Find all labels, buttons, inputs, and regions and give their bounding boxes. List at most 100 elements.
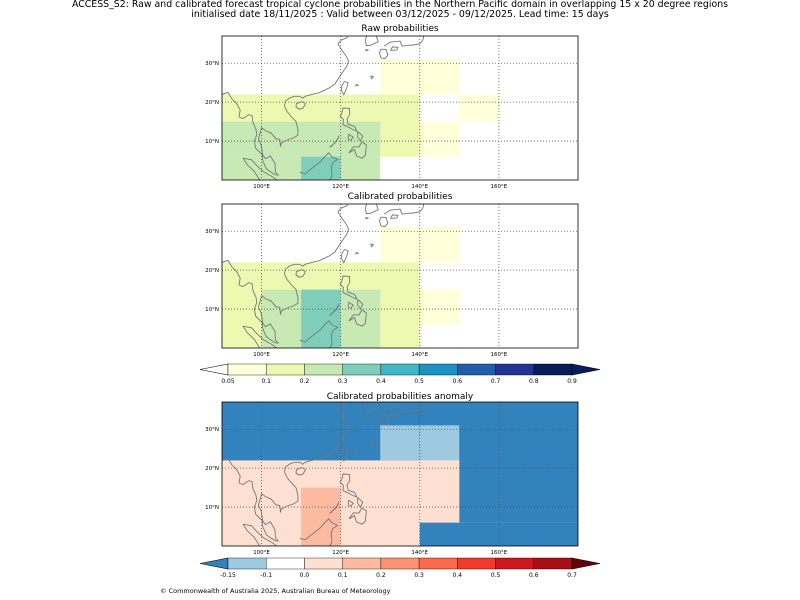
calibrated-lon-tick-label: 140°E [411,352,428,358]
raw-lon-tick-label: 100°E [253,184,270,190]
probability-colorbar-segment [342,363,382,376]
calibrated-coastline [222,204,379,344]
calibrated-coastline [378,216,389,228]
calibrated-coastline [364,217,370,220]
raw-coastline [370,75,375,80]
anomaly-coastline [341,447,349,462]
anomaly-colorbar-tick-label: 0.2 [376,572,386,579]
raw-coastline [299,152,339,180]
probability-colorbar-tick-label: 0.2 [300,378,310,385]
raw-coastline [364,49,370,52]
anomaly-coastline [347,499,354,507]
probability-colorbar-tick-label: 0.5 [414,378,424,385]
probability-colorbar-tick-label: 0.8 [529,378,539,385]
raw-probability-cell [222,121,381,157]
anomaly-colorbar: -0.15 -0.1 0.0 0.1 0.2 0.3 0.4 0.5 0.6 0.7 [199,557,601,579]
calibrated-lon-tick-label: 100°E [253,352,270,358]
raw-probability-cell [459,94,499,122]
probability-colorbar-segment [266,363,305,376]
calibrated-probability-cell [301,289,341,348]
anomaly-coastline [242,523,260,546]
anomaly-lon-tick-label: 120°E [332,550,349,556]
calibrated-probability-cell [222,289,262,348]
calibrated-coastline [299,320,339,348]
raw-probability-cell [301,156,341,180]
probability-colorbar-segment [533,363,573,376]
probability-colorbar: 0.05 0.1 0.2 0.3 0.4 0.5 0.6 0.7 0.8 0.9 [199,363,601,385]
calibrated-coastline [370,243,375,248]
calibrated-coastline [329,303,340,316]
calibrated-lon-tick-label: 160°E [491,352,508,358]
anomaly-colorbar-over-triangle [571,557,601,570]
raw-coastline [383,36,425,47]
anomaly-probability-cell [459,425,578,523]
anomaly-coastline [383,402,425,413]
calibrated-coastline [347,301,354,309]
anomaly-coastline [378,414,389,426]
anomaly-map-panel: 100°E 120°E 140°E 160°E 30°N 20°N 10°N [205,401,579,556]
raw-coastline [242,157,260,180]
anomaly-probability-cell [340,487,381,546]
anomaly-lon-tick-label: 140°E [411,550,428,556]
calibrated-panel-title: Calibrated probabilities [347,192,453,202]
anomaly-lon-tick-label: 100°E [253,550,270,556]
anomaly-colorbar-tick-label: -0.15 [220,572,236,579]
calibrated-map-content [222,204,578,348]
calibrated-probability-cell [340,289,381,348]
raw-coastline [222,36,379,176]
probability-colorbar-tick-label: 0.05 [221,378,235,385]
anomaly-map-content [222,402,578,546]
calibrated-lon-tick-label: 120°E [332,352,349,358]
probability-colorbar-tick-label: 0.3 [338,378,348,385]
anomaly-colorbar-segment [495,557,534,570]
anomaly-coastline [299,518,339,546]
raw-map-content [222,36,578,180]
raw-probability-cell [222,94,420,122]
anomaly-colorbar-segment [342,557,382,570]
calibrated-map-panel: 100°E 120°E 140°E 160°E 30°N 20°N 10°N [205,203,579,358]
raw-map-panel: 100°E 120°E 140°E 160°E 30°N 20°N 10°N [205,35,579,190]
calibrated-coastline [383,204,425,215]
anomaly-lat-tick-label: 20°N [205,466,219,472]
calibrated-probability-cell [261,289,302,348]
raw-lon-tick-label: 160°E [491,184,508,190]
raw-coastline [295,101,307,110]
anomaly-colorbar-segment [418,557,458,570]
anomaly-lat-tick-label: 10°N [205,505,219,511]
raw-coastline [242,157,277,180]
raw-coastline [348,141,367,159]
raw-coastline [378,48,389,60]
probability-colorbar-segment [304,363,343,376]
calibrated-coastline [295,269,307,278]
figure-title-line-1: ACCESS_S2: Raw and calibrated forecast t… [71,0,729,10]
calibrated-lat-tick-label: 20°N [205,268,219,274]
raw-panel-title: Raw probabilities [361,24,439,34]
figure-title-line-2: initialised date 18/11/2025 : Valid betw… [191,9,609,20]
probability-colorbar-over-triangle [571,363,601,376]
probability-colorbar-segment [495,363,534,376]
anomaly-colorbar-tick-label: 0.6 [529,572,539,579]
anomaly-map-frame [221,401,579,547]
anomaly-colorbar-tick-label: 0.5 [491,572,501,579]
copyright-footer: © Commonwealth of Australia 2025, Austra… [160,587,391,595]
anomaly-coastline [354,449,360,453]
anomaly-coastline [329,501,340,514]
anomaly-coastline [242,523,277,546]
calibrated-coastline [242,325,277,348]
anomaly-colorbar-tick-label: 0.4 [453,572,463,579]
raw-coastline [354,83,360,87]
anomaly-probability-cell [301,487,341,546]
anomaly-coastline [222,402,379,542]
calibrated-map-frame [221,203,579,349]
anomaly-colorbar-under-triangle [199,557,229,570]
anomaly-colorbar-tick-label: 0.3 [414,572,424,579]
anomaly-coastline [364,415,370,418]
anomaly-lon-tick-label: 160°E [491,550,508,556]
anomaly-colorbar-segment [380,557,420,570]
raw-lon-tick-label: 140°E [411,184,428,190]
raw-probability-cell [380,121,420,157]
raw-probability-cell [419,121,460,157]
calibrated-probability-cell [380,227,460,263]
raw-lon-tick-label: 120°E [332,184,349,190]
